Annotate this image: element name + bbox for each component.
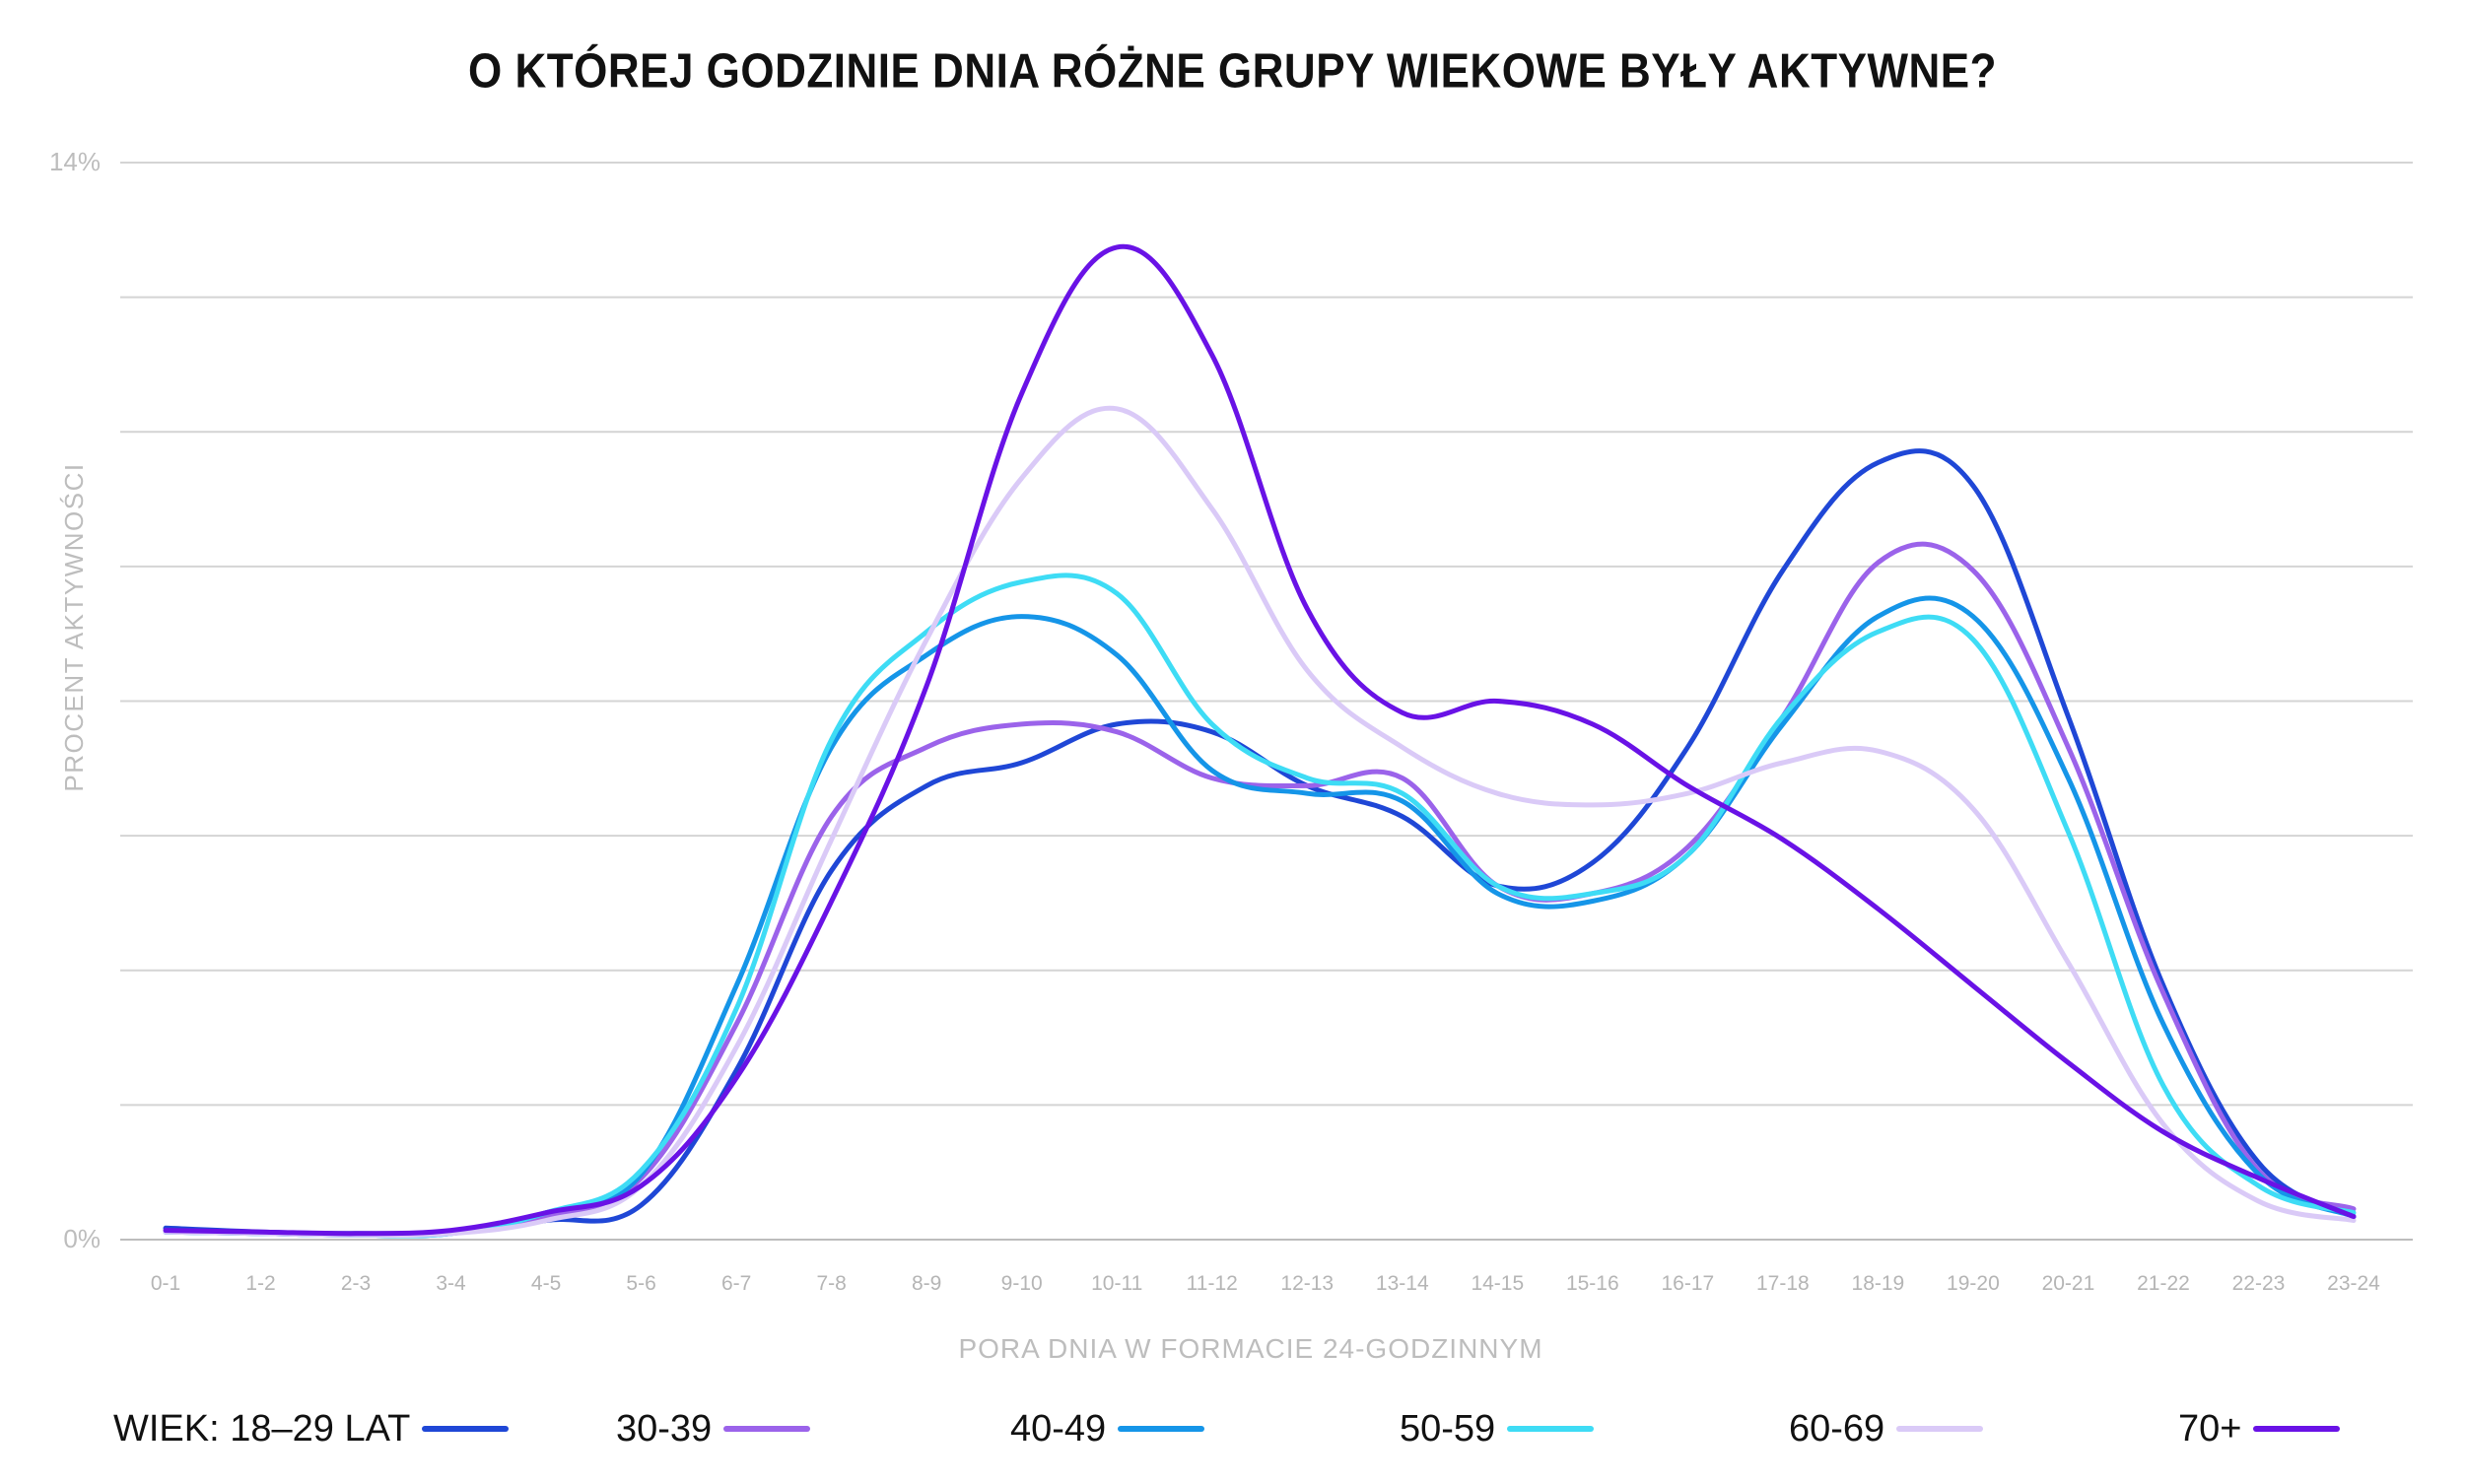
x-tick-label: 17-18: [1756, 1272, 1810, 1295]
series-line-3: [163, 573, 2357, 1239]
x-tick-label: 16-17: [1661, 1272, 1714, 1295]
x-tick-label: 7-8: [816, 1272, 846, 1295]
legend-item: 30-39: [616, 1399, 811, 1458]
x-tick-label: 10-11: [1091, 1272, 1142, 1295]
x-tick-label: 19-20: [1947, 1272, 2000, 1295]
legend-item: 70+: [2178, 1399, 2341, 1458]
legend-item: 40-49: [1010, 1399, 1205, 1458]
x-tick-label: 8-9: [912, 1272, 941, 1295]
legend-swatch: [723, 1426, 811, 1432]
legend: WIEK: 18–29 LAT 30-39 40-49 50-59 60-69 70+: [0, 1399, 2465, 1458]
legend-swatch: [2253, 1426, 2341, 1432]
legend-item: 50-59: [1400, 1399, 1595, 1458]
legend-swatch: [422, 1426, 510, 1432]
x-tick-label: 15-16: [1566, 1272, 1619, 1295]
x-tick-labels: 0-1 1-2 2-3 3-4 4-5 5-6 6-7 7-8 8-9 9-10 10-11 11-1…: [151, 1272, 2380, 1295]
x-tick-label: 22-23: [2232, 1272, 2286, 1295]
x-tick-label: 18-19: [1852, 1272, 1905, 1295]
legend-swatch: [1896, 1426, 1984, 1432]
x-tick-label: 2-3: [341, 1272, 371, 1295]
grid-layer: [120, 162, 2413, 1241]
x-tick-label: 11-12: [1187, 1272, 1238, 1295]
legend-swatch: [1118, 1426, 1205, 1432]
x-tick-label: 12-13: [1280, 1272, 1334, 1295]
legend-swatch: [1507, 1426, 1595, 1432]
x-tick-label: 14-15: [1471, 1272, 1524, 1295]
series-layer: [163, 243, 2357, 1239]
series-line-5: [163, 243, 2357, 1237]
chart-title: O KTÓREJ GODZINIE DNIA RÓŻNE GRUPY WIEKO…: [468, 44, 1997, 99]
x-tick-label: 9-10: [1001, 1272, 1043, 1295]
legend-item: 60-69: [1789, 1399, 1984, 1458]
x-tick-label: 6-7: [721, 1272, 751, 1295]
x-tick-label: 3-4: [436, 1272, 466, 1295]
legend-label: WIEK: 18–29 LAT: [113, 1407, 411, 1450]
x-tick-label: 21-22: [2137, 1272, 2190, 1295]
y-tick-label: 0%: [63, 1224, 101, 1253]
y-tick-label: 14%: [49, 147, 101, 176]
legend-label: 40-49: [1010, 1407, 1107, 1450]
series-line-2: [163, 595, 2357, 1239]
x-tick-label: 13-14: [1376, 1272, 1429, 1295]
legend-label: 70+: [2178, 1407, 2242, 1450]
x-tick-label: 23-24: [2327, 1272, 2380, 1295]
x-tick-label: 5-6: [626, 1272, 655, 1295]
y-tick-labels: 14% 0%: [49, 147, 101, 1253]
x-tick-label: 20-21: [2042, 1272, 2095, 1295]
x-tick-label: 1-2: [245, 1272, 275, 1295]
x-axis-label: PORA DNIA W FORMACIE 24-GODZINNYM: [958, 1333, 1542, 1364]
x-tick-label: 0-1: [151, 1272, 180, 1295]
legend-label: 60-69: [1789, 1407, 1885, 1450]
series-line-0: [163, 448, 2357, 1237]
y-axis-label: PROCENT AKTYWNOŚCI: [59, 462, 89, 791]
x-tick-label: 4-5: [531, 1272, 561, 1295]
legend-label: 30-39: [616, 1407, 713, 1450]
legend-item: WIEK: 18–29 LAT: [113, 1399, 510, 1458]
series-line-4: [163, 405, 2357, 1239]
legend-label: 50-59: [1400, 1407, 1496, 1450]
